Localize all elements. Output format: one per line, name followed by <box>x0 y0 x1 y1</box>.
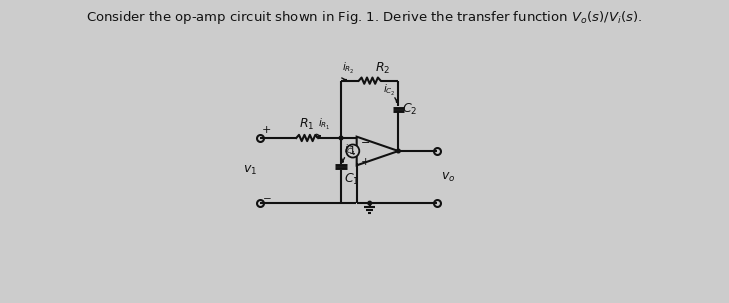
Text: $C_2$: $C_2$ <box>402 102 417 117</box>
Text: $R_2$: $R_2$ <box>375 61 390 76</box>
Circle shape <box>368 201 372 205</box>
Circle shape <box>397 149 400 153</box>
Text: $v_o$: $v_o$ <box>440 171 455 184</box>
Text: $R_1$: $R_1$ <box>300 117 315 132</box>
Text: $-$: $-$ <box>360 135 370 146</box>
Text: +: + <box>262 125 271 135</box>
Text: $i_{C_1}$: $i_{C_1}$ <box>344 142 357 158</box>
Text: $i_{R_2}$: $i_{R_2}$ <box>342 61 355 76</box>
Text: $+$: $+$ <box>360 156 370 167</box>
Text: $i_{R_1}$: $i_{R_1}$ <box>318 117 331 132</box>
Text: $v_1$: $v_1$ <box>243 164 257 177</box>
Circle shape <box>339 136 343 140</box>
Text: $C_1$: $C_1$ <box>344 172 360 187</box>
Text: $-$: $-$ <box>262 192 272 202</box>
Text: Consider the op-amp circuit shown in Fig. 1. Derive the transfer function $V_o(s: Consider the op-amp circuit shown in Fig… <box>87 9 642 26</box>
Text: 1: 1 <box>349 146 356 156</box>
Text: $i_{C_2}$: $i_{C_2}$ <box>383 82 395 98</box>
Circle shape <box>346 145 359 158</box>
